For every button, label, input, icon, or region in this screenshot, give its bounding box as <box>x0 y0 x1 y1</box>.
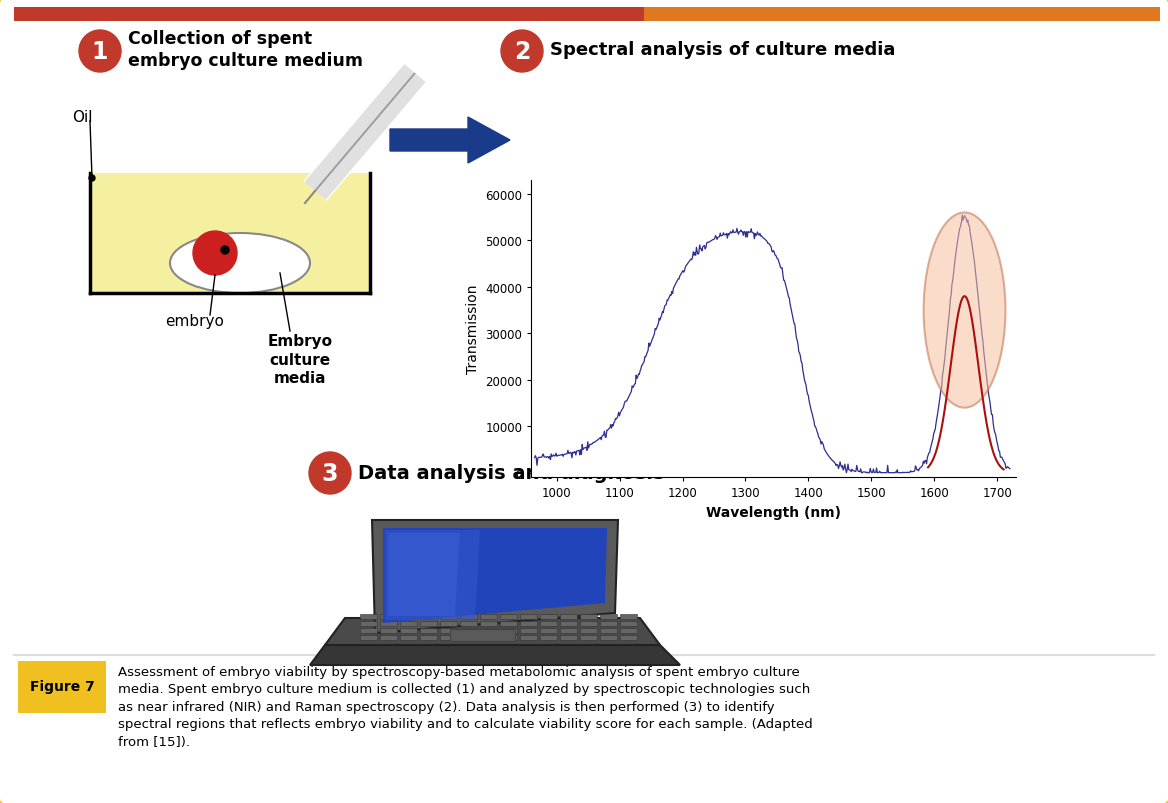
Bar <box>600 635 617 640</box>
Bar <box>460 635 477 640</box>
Bar <box>600 628 617 634</box>
Bar <box>520 628 537 634</box>
Bar <box>450 630 515 642</box>
Circle shape <box>221 247 229 255</box>
Bar <box>380 614 397 619</box>
Bar <box>520 614 537 619</box>
Bar <box>620 635 637 640</box>
Bar <box>399 622 417 626</box>
Bar <box>399 614 417 619</box>
Bar <box>540 628 557 634</box>
Bar <box>420 635 437 640</box>
Text: Oil: Oil <box>72 109 92 124</box>
Bar <box>644 8 1160 22</box>
Bar <box>440 635 457 640</box>
Polygon shape <box>595 381 647 443</box>
Bar <box>620 614 637 619</box>
Circle shape <box>89 176 95 181</box>
Bar <box>440 628 457 634</box>
Text: Spectral analysis of culture media: Spectral analysis of culture media <box>550 41 896 59</box>
Bar <box>480 628 498 634</box>
Ellipse shape <box>924 213 1006 408</box>
Bar <box>14 8 644 22</box>
Bar <box>559 622 577 626</box>
Bar <box>380 622 397 626</box>
Bar <box>440 614 457 619</box>
Bar <box>620 622 637 626</box>
Bar <box>420 628 437 634</box>
Bar <box>480 635 498 640</box>
Text: Collection of spent
embryo culture medium: Collection of spent embryo culture mediu… <box>128 30 363 70</box>
Bar <box>580 635 597 640</box>
Bar <box>360 635 377 640</box>
Bar <box>460 614 477 619</box>
Text: 3: 3 <box>321 462 339 485</box>
Circle shape <box>193 232 237 275</box>
Bar <box>18 661 106 713</box>
Bar <box>600 622 617 626</box>
Circle shape <box>501 31 543 73</box>
Circle shape <box>310 452 352 495</box>
Bar <box>90 173 370 294</box>
Bar <box>440 622 457 626</box>
Polygon shape <box>371 520 618 634</box>
Y-axis label: Transmission: Transmission <box>466 284 480 374</box>
Bar <box>500 614 517 619</box>
Bar <box>620 628 637 634</box>
Bar <box>559 635 577 640</box>
Bar <box>480 622 498 626</box>
Polygon shape <box>388 533 460 616</box>
Bar <box>360 614 377 619</box>
Bar <box>520 635 537 640</box>
Bar <box>399 628 417 634</box>
Bar <box>380 635 397 640</box>
Polygon shape <box>390 118 510 164</box>
Bar <box>480 614 498 619</box>
Text: embryo: embryo <box>166 314 224 329</box>
Bar <box>460 622 477 626</box>
Bar <box>399 635 417 640</box>
Bar <box>380 628 397 634</box>
Text: Data analysis and diagnosis: Data analysis and diagnosis <box>359 464 665 483</box>
Bar <box>580 628 597 634</box>
Bar <box>600 614 617 619</box>
Circle shape <box>79 31 121 73</box>
Bar <box>540 635 557 640</box>
Text: Assessment of embryo viability by spectroscopy-based metabolomic analysis of spe: Assessment of embryo viability by spectr… <box>118 665 813 748</box>
Text: 2: 2 <box>514 40 530 64</box>
Bar <box>500 635 517 640</box>
Bar <box>580 614 597 619</box>
Polygon shape <box>310 645 680 665</box>
Ellipse shape <box>171 234 310 294</box>
Bar <box>360 628 377 634</box>
Bar <box>500 628 517 634</box>
Bar <box>580 622 597 626</box>
Bar <box>500 622 517 626</box>
Bar <box>460 628 477 634</box>
Bar <box>559 614 577 619</box>
Bar <box>360 622 377 626</box>
Bar <box>540 614 557 619</box>
Bar <box>540 622 557 626</box>
Text: 1: 1 <box>92 40 109 64</box>
Text: Figure 7: Figure 7 <box>29 679 95 693</box>
Text: Embryo
culture
media: Embryo culture media <box>267 333 333 385</box>
Bar <box>420 622 437 626</box>
Bar <box>520 622 537 626</box>
Bar <box>420 614 437 619</box>
Polygon shape <box>325 618 660 645</box>
Polygon shape <box>385 530 480 620</box>
X-axis label: Wavelength (nm): Wavelength (nm) <box>707 505 841 520</box>
Polygon shape <box>383 528 607 623</box>
Bar <box>559 628 577 634</box>
